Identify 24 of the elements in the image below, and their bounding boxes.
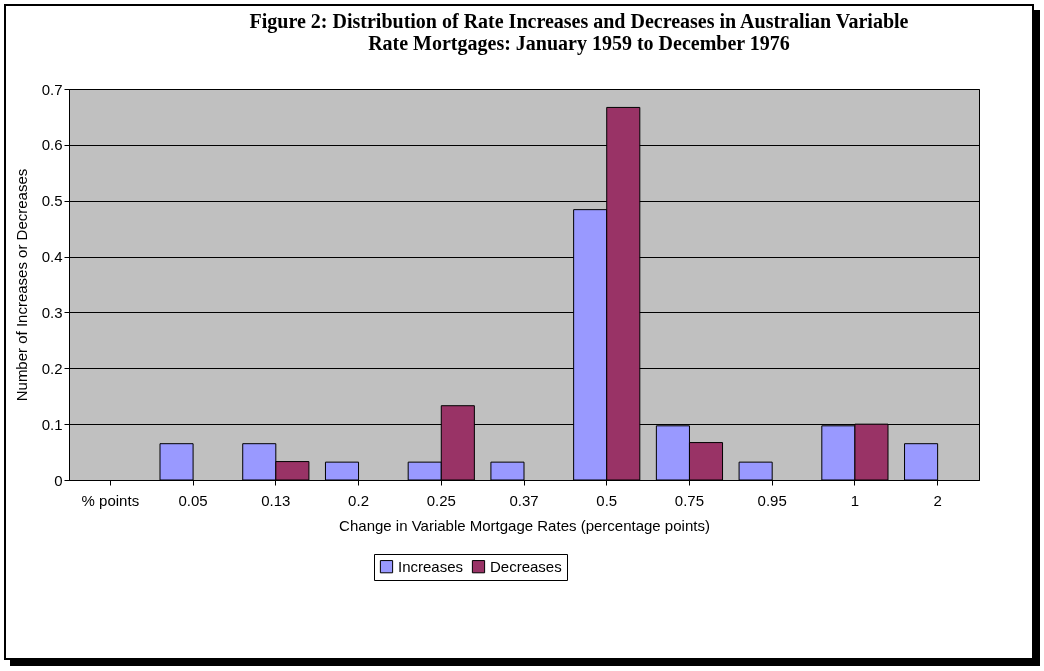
y-tick-label: 0.4 — [41, 248, 63, 266]
x-tick-label: 1 — [850, 491, 860, 509]
y-tick-label: 0.3 — [41, 303, 63, 321]
y-tick-label: 0.5 — [41, 192, 63, 210]
y-tick-label: 0.6 — [41, 136, 63, 154]
chart-title: Figure 2: Distribution of Rate Increases and Decreases in Australian Variable Rate Mortgages: January 1959 to December 1976 — [249, 10, 909, 55]
x-tick-label: 0.37 — [509, 491, 539, 509]
y-tick-label: 0.2 — [41, 359, 63, 377]
y-tick-label: 0.1 — [41, 415, 63, 433]
x-tick-label: 0.2 — [348, 491, 369, 509]
x-tick-label: 0.95 — [757, 491, 787, 509]
y-tick-label: 0.7 — [41, 80, 63, 98]
x-tick-label: 0.13 — [261, 491, 291, 509]
legend-label: Increases — [398, 557, 464, 575]
legend-label: Decreases — [490, 557, 562, 575]
x-tick-label: 0.5 — [596, 491, 618, 509]
x-tick-label: 0.75 — [674, 491, 705, 509]
x-tick-label: 0.05 — [178, 491, 208, 509]
x-tick-label: % points — [81, 491, 140, 509]
y-tick-label: 0 — [54, 471, 63, 489]
x-tick-label: 0.25 — [426, 491, 456, 509]
y-axis-title: Number of Increases or Decreases — [12, 168, 30, 402]
x-tick-label: 2 — [933, 491, 942, 509]
x-axis-title: Change in Variable Mortgage Rates (percentage points) — [339, 516, 710, 534]
